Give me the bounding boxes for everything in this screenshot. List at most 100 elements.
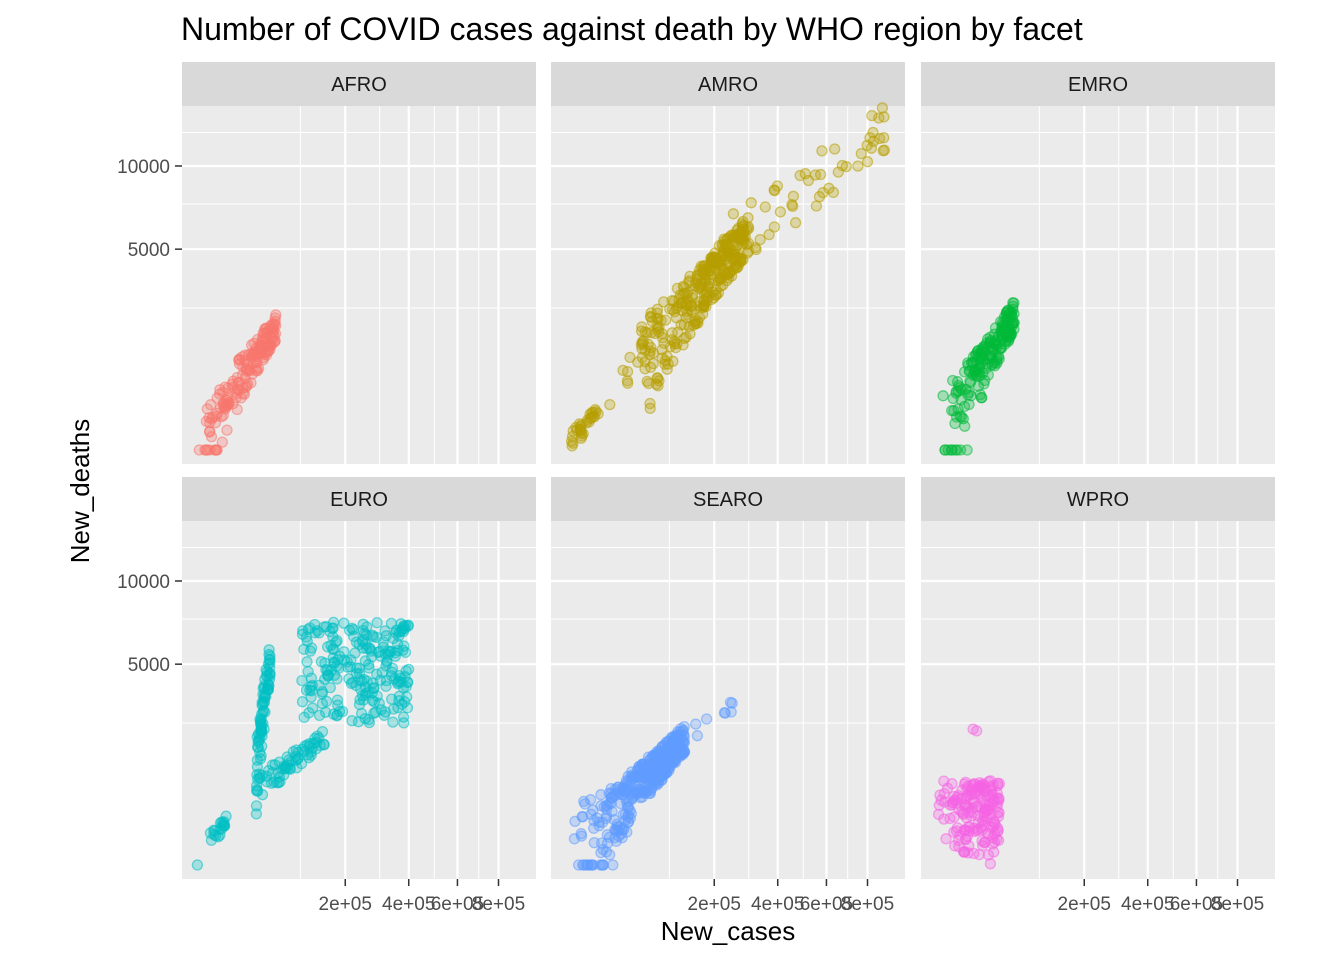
x-tick-label: 8e+05 [472, 894, 525, 915]
data-point [656, 352, 668, 364]
data-point [978, 378, 990, 390]
data-point [630, 788, 643, 801]
x-tick-label: 6e+05 [431, 894, 484, 915]
y-axis-title: New_deaths [65, 419, 95, 564]
data-point [262, 345, 274, 358]
data-point [754, 233, 766, 246]
data-point [265, 339, 277, 352]
data-point [644, 402, 656, 415]
data-point [948, 405, 960, 417]
data-point [734, 254, 747, 267]
y-tick-label: 10000 [117, 572, 170, 593]
data-point [750, 243, 762, 256]
data-point [949, 840, 961, 852]
data-point [338, 617, 350, 629]
data-point [642, 774, 655, 787]
data-point [810, 200, 823, 212]
facet-afro: AFRO 5000 10000 [117, 62, 536, 464]
data-point [643, 764, 655, 776]
data-point [345, 677, 358, 690]
facet-strip [921, 62, 1275, 106]
data-point [566, 440, 578, 452]
data-point [1008, 323, 1020, 335]
data-point [992, 779, 1004, 792]
data-point [296, 674, 308, 687]
data-point [789, 217, 802, 229]
data-point [637, 335, 650, 347]
data-point [216, 436, 228, 448]
y-tick-label: 5000 [128, 240, 170, 261]
data-point [700, 713, 713, 725]
data-point [366, 629, 379, 641]
data-point [255, 715, 267, 727]
data-point [713, 240, 725, 252]
data-point [380, 680, 392, 692]
data-point [656, 344, 668, 356]
data-point [301, 656, 313, 668]
data-point [386, 662, 399, 674]
data-point [670, 312, 683, 324]
data-point [321, 641, 334, 653]
data-point [840, 160, 852, 173]
data-point [264, 320, 277, 332]
data-point [648, 749, 660, 761]
x-tick-label: 2e+05 [1058, 894, 1111, 915]
data-point [388, 673, 401, 685]
data-point [201, 403, 213, 415]
data-point [387, 716, 399, 728]
data-point [256, 789, 269, 801]
data-point [389, 650, 401, 662]
data-point [585, 808, 597, 820]
data-point [369, 706, 382, 718]
data-point [398, 640, 410, 652]
data-point [295, 757, 308, 770]
data-point [988, 836, 1001, 849]
facet-strip [551, 477, 905, 521]
data-point [231, 387, 243, 400]
facet-emro: EMRO [921, 62, 1275, 464]
facet-panels: AFRO 5000 10000 AMRO EMRO EURO 5000 10000 2e+05 4… [117, 62, 1275, 915]
data-point [673, 293, 685, 305]
data-point [636, 351, 648, 364]
facet-strip-label: WPRO [1067, 489, 1129, 511]
panel-background [921, 106, 1275, 464]
data-point [707, 286, 719, 298]
data-point [616, 788, 628, 801]
data-point [379, 625, 391, 637]
data-point [686, 289, 699, 301]
data-point [621, 375, 634, 387]
data-point [876, 102, 889, 114]
data-point [604, 849, 616, 861]
data-point [401, 702, 414, 714]
data-point [641, 375, 653, 388]
data-point [321, 664, 334, 676]
data-point [221, 424, 233, 436]
data-point [937, 390, 949, 402]
x-tick-label: 8e+05 [1211, 894, 1264, 915]
data-point [398, 717, 410, 729]
data-point [305, 672, 318, 684]
data-point [250, 808, 263, 820]
data-point [600, 810, 613, 822]
data-point [725, 706, 737, 718]
data-point [794, 169, 806, 182]
data-point [326, 622, 339, 635]
data-point [296, 628, 309, 640]
data-point [691, 730, 704, 742]
facet-strip-label: EURO [330, 489, 388, 511]
data-point [958, 846, 970, 858]
data-point [774, 206, 787, 218]
data-point [338, 646, 350, 658]
facet-strip-label: EMRO [1068, 74, 1128, 96]
data-point [217, 817, 229, 829]
data-point [972, 344, 984, 357]
data-point [313, 679, 325, 691]
data-point [193, 444, 205, 456]
data-point [865, 142, 878, 154]
data-point [292, 746, 304, 759]
data-point [347, 630, 360, 643]
data-point [211, 407, 223, 420]
data-point [353, 662, 365, 674]
data-point [191, 859, 204, 871]
